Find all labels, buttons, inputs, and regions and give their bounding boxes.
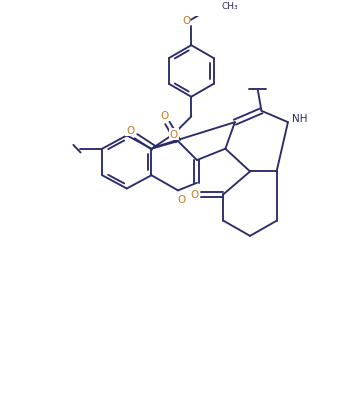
Text: O: O — [177, 194, 185, 204]
Text: O: O — [182, 16, 190, 26]
Text: CH₃: CH₃ — [221, 2, 238, 11]
Text: O: O — [160, 111, 168, 121]
Text: O: O — [170, 130, 178, 140]
Text: O: O — [126, 126, 134, 135]
Text: NH: NH — [292, 113, 307, 123]
Text: O: O — [190, 190, 198, 200]
